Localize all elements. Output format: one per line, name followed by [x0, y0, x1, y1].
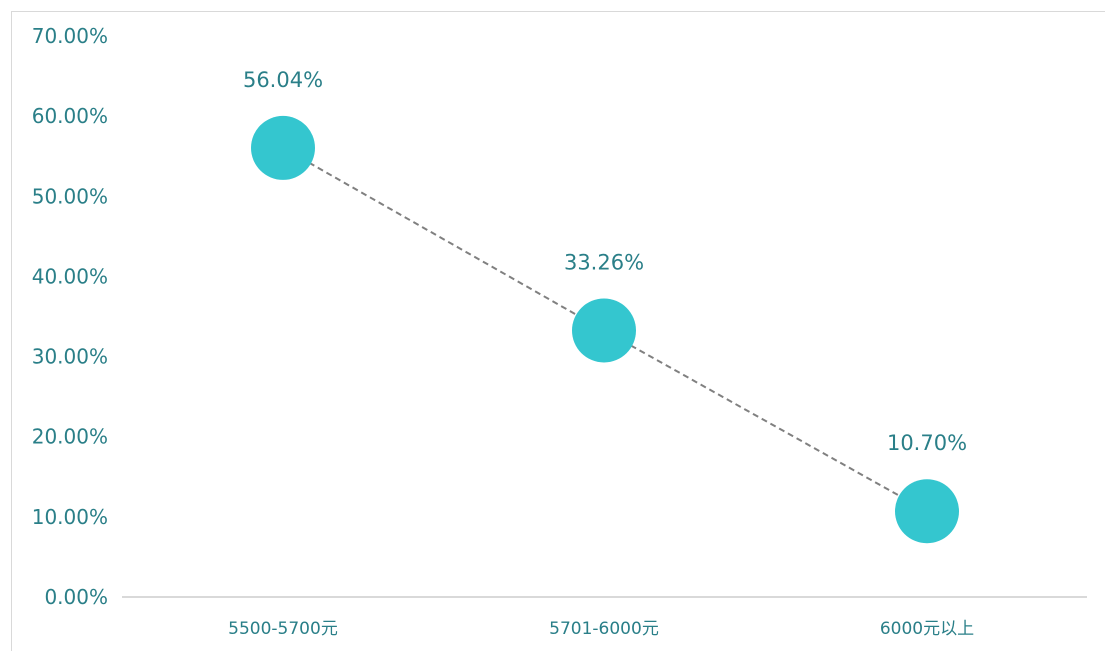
- chart-frame: [11, 11, 1105, 651]
- data-point: [572, 298, 636, 363]
- data-label: 56.04%: [243, 68, 323, 92]
- x-tick-label: 5701-6000元: [549, 619, 659, 639]
- y-tick-label: 70.00%: [32, 24, 108, 48]
- x-tick-label: 5500-5700元: [228, 619, 338, 639]
- series-line: [282, 147, 928, 513]
- data-label: 10.70%: [887, 431, 967, 455]
- y-tick-label: 60.00%: [32, 104, 108, 128]
- y-tick-label: 20.00%: [32, 425, 108, 449]
- data-point: [251, 115, 315, 180]
- x-tick-label: 6000元以上: [880, 619, 974, 639]
- y-tick-label: 40.00%: [32, 264, 108, 288]
- y-tick-label: 0.00%: [44, 585, 108, 609]
- y-tick-label: 30.00%: [32, 345, 108, 369]
- y-tick-label: 50.00%: [32, 184, 108, 208]
- data-point: [895, 479, 959, 544]
- data-label: 33.26%: [564, 250, 644, 274]
- y-tick-label: 10.00%: [32, 505, 108, 529]
